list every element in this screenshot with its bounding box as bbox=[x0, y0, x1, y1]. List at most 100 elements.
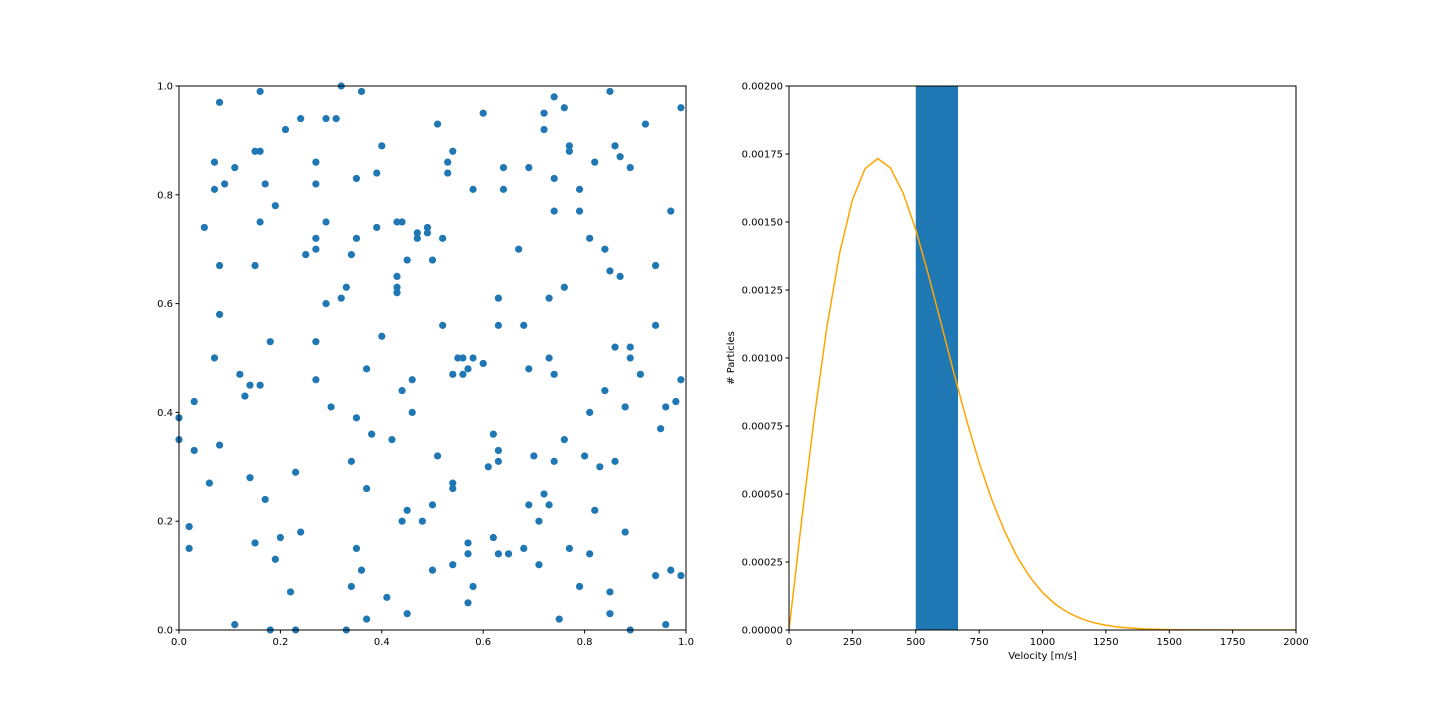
scatter-point bbox=[241, 392, 249, 400]
scatter-point bbox=[185, 523, 193, 531]
scatter-point bbox=[672, 397, 680, 406]
x-tick-label: 500 bbox=[906, 637, 925, 648]
scatter-point bbox=[626, 354, 634, 362]
y-tick-label: 0.00175 bbox=[742, 150, 783, 161]
scatter-point bbox=[251, 261, 259, 270]
plot-area bbox=[789, 86, 1296, 630]
scatter-point bbox=[205, 479, 214, 487]
scatter-point bbox=[667, 207, 675, 215]
scatter-point bbox=[352, 414, 361, 422]
scatter-point bbox=[393, 218, 401, 226]
y-tick-label: 1.0 bbox=[157, 82, 173, 93]
scatter-point bbox=[352, 174, 361, 183]
scatter-point bbox=[347, 251, 355, 259]
scatter-point bbox=[276, 533, 284, 542]
scatter-point bbox=[565, 147, 573, 155]
scatter-point bbox=[636, 370, 644, 378]
scatter-point bbox=[651, 321, 660, 329]
scatter-point bbox=[428, 501, 437, 509]
scatter-point bbox=[560, 436, 568, 444]
scatter-point bbox=[611, 457, 619, 465]
scatter-point bbox=[210, 185, 219, 193]
scatter-point bbox=[413, 229, 421, 237]
y-axis-label: # Particles bbox=[726, 331, 737, 385]
axes: 0.0 0.2 0.4 0.6 0.8 1.0 0.0 0.2 0.4 0.6 0.8 1.0 bbox=[157, 82, 694, 649]
scatter-point bbox=[347, 457, 355, 465]
scatter-point bbox=[246, 381, 254, 389]
scatter-point bbox=[342, 283, 350, 291]
x-tick-label: 0.8 bbox=[577, 637, 593, 648]
scatter-point bbox=[494, 457, 503, 465]
y-tick-label: 0.8 bbox=[157, 190, 173, 201]
scatter-point bbox=[215, 310, 224, 319]
scatter-point bbox=[601, 387, 609, 395]
scatter-point bbox=[464, 599, 472, 607]
scatter-point bbox=[525, 164, 533, 172]
scatter-point bbox=[347, 582, 355, 591]
scatter-point bbox=[200, 223, 208, 232]
scatter-point bbox=[535, 561, 543, 569]
x-tick-label: 1500 bbox=[1157, 637, 1182, 648]
scatter-point bbox=[484, 463, 492, 471]
y-tick-label: 0.00150 bbox=[742, 218, 783, 229]
scatter-point bbox=[215, 441, 224, 449]
scatter-point bbox=[246, 474, 254, 482]
scatter-point bbox=[489, 430, 497, 438]
scatter-point bbox=[433, 452, 442, 460]
scatter-point bbox=[651, 572, 660, 580]
scatter-point bbox=[586, 234, 594, 242]
scatter-point bbox=[469, 582, 477, 591]
scatter-point bbox=[398, 218, 406, 226]
scatter-point bbox=[449, 484, 457, 493]
scatter-point bbox=[312, 180, 320, 188]
y-tick-label: 0.2 bbox=[157, 517, 173, 528]
scatter-point bbox=[540, 109, 548, 117]
scatter-point bbox=[621, 403, 629, 411]
x-tick-label: 0.4 bbox=[374, 637, 390, 648]
scatter-point bbox=[403, 610, 411, 618]
scatter-point bbox=[256, 147, 264, 155]
scatter-point bbox=[596, 463, 604, 471]
axes-frame bbox=[178, 85, 687, 631]
scatter-point bbox=[611, 142, 619, 150]
x-tick-label: 0.6 bbox=[475, 637, 491, 648]
scatter-point bbox=[378, 142, 386, 150]
scatter-point bbox=[494, 446, 503, 455]
scatter-point bbox=[550, 370, 558, 378]
y-tick-label: 0.6 bbox=[157, 299, 173, 310]
x-tick-label: 0 bbox=[786, 637, 792, 648]
scatter-point bbox=[251, 147, 259, 155]
scatter-point bbox=[428, 566, 437, 574]
scatter-point bbox=[398, 387, 406, 395]
scatter-point bbox=[560, 104, 568, 112]
scatter-point bbox=[550, 93, 558, 101]
scatter-point bbox=[545, 501, 553, 509]
scatter-point bbox=[332, 115, 340, 123]
scatter-point bbox=[494, 550, 503, 558]
scatter-point bbox=[403, 256, 411, 264]
scatter-point bbox=[449, 370, 457, 378]
scatter-point bbox=[312, 245, 320, 253]
y-tick-label: 0.00000 bbox=[742, 626, 783, 637]
x-tick-label: 1750 bbox=[1220, 637, 1245, 648]
scatter-point bbox=[266, 338, 274, 346]
scatter-point bbox=[322, 218, 330, 226]
scatter-point bbox=[393, 289, 401, 297]
scatter-point bbox=[530, 452, 538, 460]
y-tick-label: 0.00125 bbox=[742, 286, 783, 297]
histogram-bar bbox=[915, 86, 959, 630]
scatter-point bbox=[297, 528, 305, 536]
scatter-point bbox=[439, 321, 447, 329]
scatter-point bbox=[464, 550, 472, 558]
scatter-point bbox=[504, 550, 513, 558]
scatter-point bbox=[322, 115, 330, 123]
x-tick-label: 1000 bbox=[1030, 637, 1055, 648]
scatter-point bbox=[251, 539, 259, 547]
scatter-point bbox=[210, 354, 219, 362]
scatter-point bbox=[565, 544, 573, 553]
scatter-point bbox=[403, 506, 411, 514]
scatter-point bbox=[362, 615, 371, 623]
scatter-point bbox=[373, 223, 381, 232]
